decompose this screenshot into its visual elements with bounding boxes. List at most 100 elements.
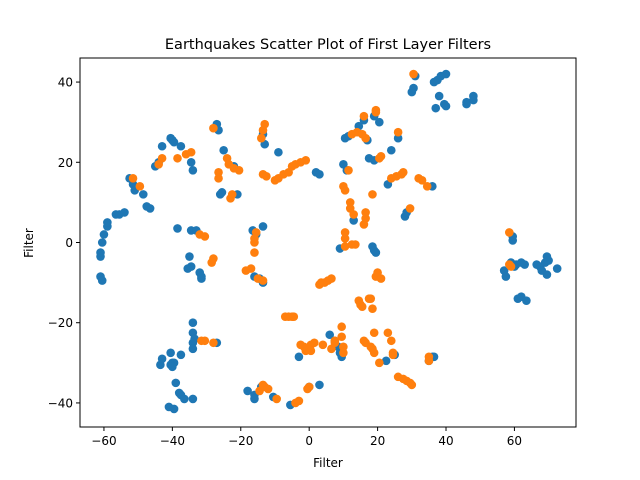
series-2-point [157,153,167,163]
points-layer [96,69,562,414]
series-2-point [505,228,514,237]
series-2-point [251,228,261,237]
series-1-point [185,252,194,261]
series-1-point [325,330,335,340]
series-1-point [197,274,206,283]
x-tick-label: −20 [228,434,253,448]
series-1-point [217,188,227,197]
series-1-point [166,348,175,358]
series-2-point [303,384,312,394]
series-2-point [361,214,370,223]
series-1-point [243,386,252,396]
chart-title: Earthquakes Scatter Plot of First Layer … [165,37,491,53]
series-2-point [186,147,196,157]
series-2-point [173,153,182,163]
series-2-point [246,264,256,273]
series-2-point [263,384,273,394]
series-2-point [375,358,384,368]
series-2-point [407,380,417,390]
series-2-point [289,312,299,322]
series-1-point [542,270,552,279]
series-1-point [542,252,552,261]
series-2-point [135,182,145,191]
x-tick-label: 40 [438,434,453,448]
series-2-point [200,232,210,241]
series-1-point [188,338,198,348]
x-tick-label: 0 [305,434,313,448]
series-2-point [368,190,377,199]
series-2-point [340,186,350,195]
series-1-point [393,133,403,143]
series-1-point [188,166,198,175]
series-2-point [368,304,377,313]
series-1-point [294,352,304,362]
series-1-point [274,147,283,157]
series-2-point [369,328,379,338]
series-2-point [262,172,271,181]
series-2-point [366,294,376,303]
x-tick-label: 60 [507,434,522,448]
series-2-point [409,69,418,79]
series-2-point [357,302,367,311]
y-tick-label: 40 [58,76,73,90]
x-tick-label: 20 [370,434,385,448]
series-1-point [176,141,186,151]
series-1-point [180,394,189,404]
series-1-point [315,380,324,390]
series-2-point [388,350,398,360]
series-2-point [330,336,340,346]
series-2-point [369,348,379,358]
series-1-point [168,362,177,372]
series-1-point [409,83,418,93]
x-tick-label: −40 [160,434,185,448]
series-1-point [171,378,181,388]
series-2-point [359,111,369,121]
series-1-point [103,218,112,227]
series-2-point [398,168,408,177]
series-1-point [371,248,381,257]
series-1-point [258,222,268,231]
series-1-point [173,224,182,233]
series-1-point [99,230,109,239]
series-1-point [469,95,478,105]
series-2-point [318,340,328,350]
series-1-point [188,344,198,354]
y-tick-label: 20 [58,156,73,170]
series-2-point [405,204,415,213]
series-2-point [337,332,346,342]
y-tick-label: −40 [48,396,73,410]
series-1-point [501,272,511,281]
y-axis-label: Filter [22,228,36,258]
series-1-point [157,354,167,364]
series-2-point [383,328,393,338]
series-2-point [310,338,319,348]
series-2-point [340,228,350,237]
series-1-point [157,141,167,151]
series-1-point [188,394,198,404]
series-1-point [120,208,129,217]
series-1-point [145,204,155,213]
series-2-point [376,274,386,283]
series-1-point [441,69,451,79]
x-axis-label: Filter [313,456,343,470]
x-axis-ticks: −60 −40 −20 0 20 40 60 [91,427,522,448]
series-2-point [214,168,223,177]
series-2-point [294,396,304,406]
series-1-point [381,356,391,366]
series-2-point [260,119,270,129]
y-axis-ticks: −40 −20 0 20 40 [48,76,80,410]
series-2-point [327,274,336,283]
series-1-point [96,248,105,257]
series-1-point [315,170,324,179]
series-2-point [361,133,370,143]
series-2-point [234,166,244,175]
series-1-point [219,145,228,155]
series-1-point [375,117,384,127]
series-2-point [301,155,311,165]
series-2-point [424,356,434,366]
series-1-point [97,238,107,247]
series-2-point [376,151,386,161]
series-2-point [337,322,346,332]
series-1-point [441,101,451,111]
